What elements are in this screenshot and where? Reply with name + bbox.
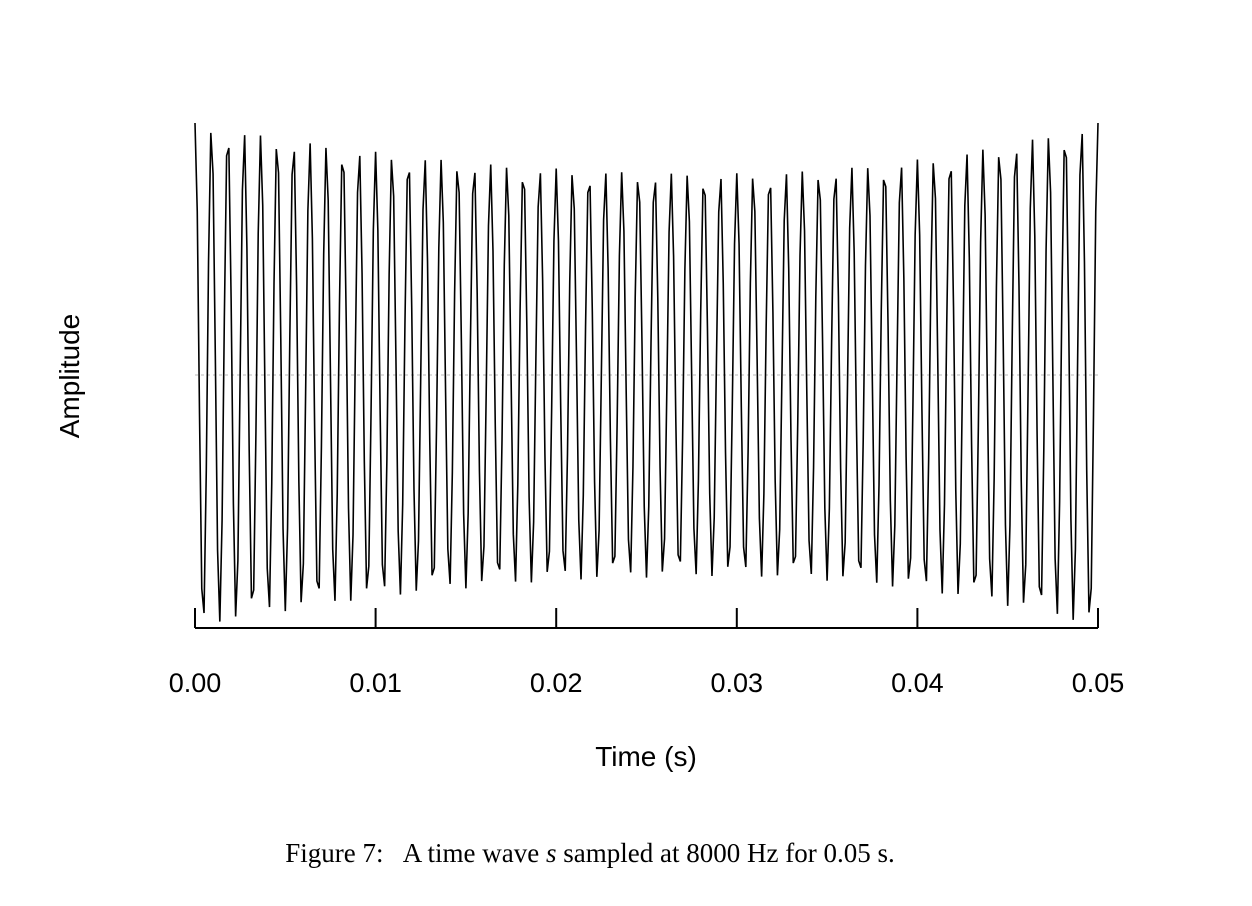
x-tick-label: 0.05: [1072, 668, 1125, 698]
x-tick-label: 0.00: [169, 668, 222, 698]
caption-symbol: s: [546, 838, 557, 868]
series-line-time-wave: [194, 122, 1099, 622]
x-tick-label: 0.01: [349, 668, 402, 698]
plot-area: [194, 122, 1099, 622]
x-axis-ticks: 0.00 0.01 0.02 0.03 0.04 0.05: [169, 608, 1125, 698]
x-tick-label: 0.04: [891, 668, 944, 698]
figure-caption: Figure 7: A time wave s sampled at 8000 …: [0, 838, 1180, 869]
x-axis: 0.00 0.01 0.02 0.03 0.04 0.05: [169, 608, 1125, 698]
caption-text-after: sampled at 8000 Hz for 0.05 s.: [563, 838, 895, 868]
caption-number: Figure 7:: [285, 838, 384, 868]
x-axis-title: Time (s): [595, 741, 697, 772]
x-tick-label: 0.03: [711, 668, 764, 698]
y-axis-title: Amplitude: [54, 314, 85, 439]
caption-text-before: A time wave: [402, 838, 540, 868]
x-tick-label: 0.02: [530, 668, 583, 698]
